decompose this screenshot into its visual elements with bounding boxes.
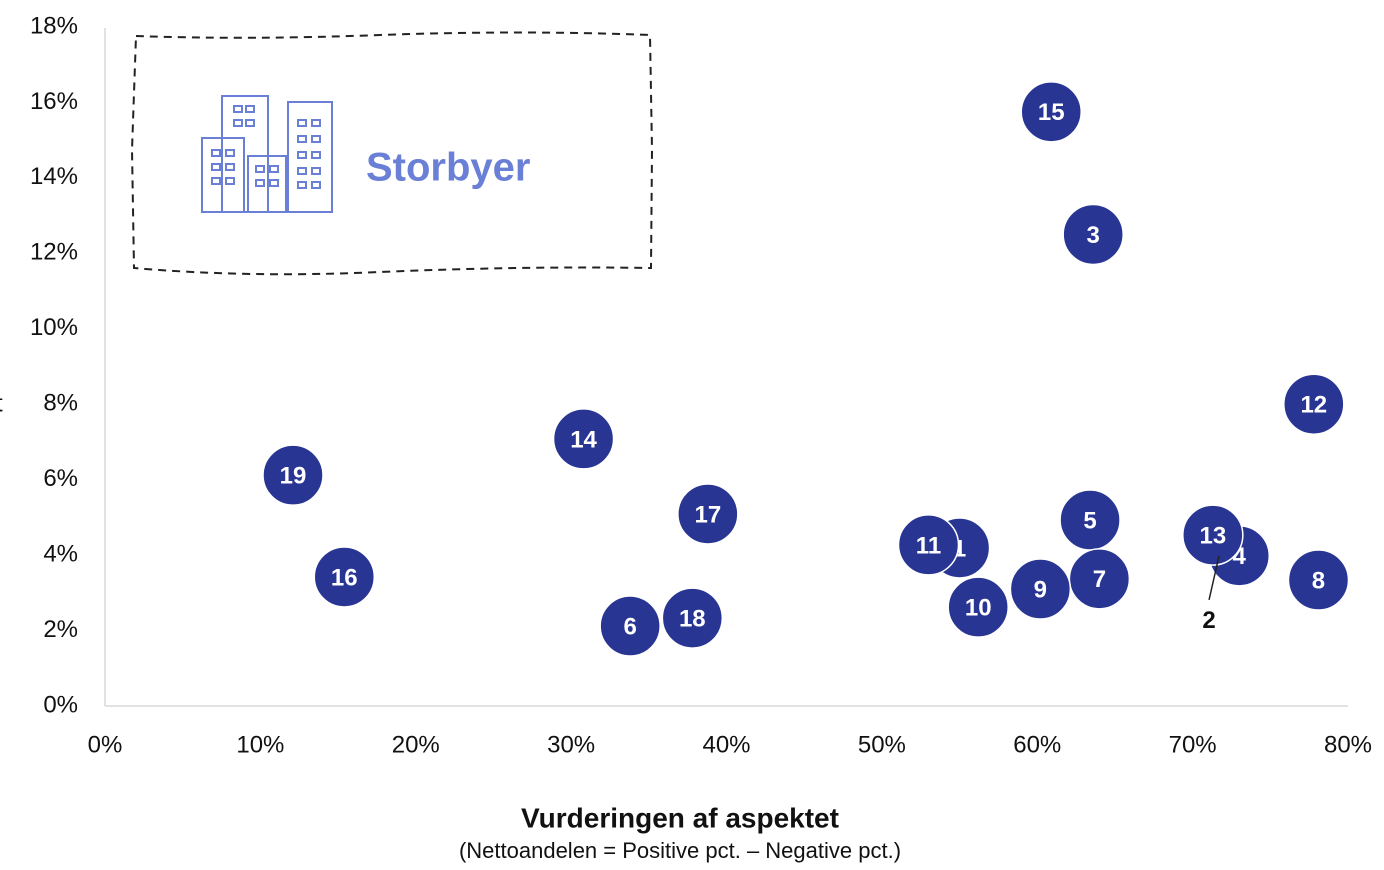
point [947,576,1009,638]
x-tick-label: 40% [702,731,750,758]
point-label: 13 [1199,522,1226,549]
point [552,408,615,470]
point-label: 6 [623,613,636,640]
annotation: Storbyer [366,146,531,190]
x-tick-label: 70% [1169,731,1217,758]
point [1283,373,1345,435]
point-label: 8 [1312,567,1325,594]
point-label: 16 [331,564,358,591]
point-label: 3 [1087,222,1100,249]
point-label: 9 [1034,576,1047,603]
point [1020,81,1082,143]
point [897,514,960,576]
x-axis-note: (Nettoandelen = Positive pct. – Negative… [459,838,901,863]
point [1287,549,1350,611]
point-label: 14 [570,426,597,453]
x-tick-label: 80% [1324,731,1372,758]
point-label: 10 [965,595,992,622]
y-tick-label: 12% [30,239,78,266]
point-label: 15 [1038,99,1065,126]
y-axis-label: t [0,390,3,417]
point-label: 12 [1300,392,1327,419]
point [1182,504,1244,566]
x-tick-label: 30% [547,731,595,758]
point-label: 18 [679,605,706,632]
point [262,444,324,506]
point [661,587,724,649]
y-tick-label: 2% [43,616,78,643]
x-tick-label: 20% [392,731,440,758]
point-label: 17 [695,501,722,528]
point-label: 11 [916,532,941,559]
x-tick-label: 60% [1013,731,1061,758]
x-tick-label: 0% [88,731,123,758]
point-label: 7 [1093,566,1106,593]
point [313,546,376,608]
point [599,595,661,657]
y-tick-label: 18% [30,12,78,39]
x-tick-label: 50% [858,731,906,758]
point [1009,558,1072,620]
callout-label: 2 [1202,607,1215,634]
x-tick-label: 10% [236,731,284,758]
point [677,483,739,545]
x-axis-label: Vurderingen af aspektet [521,802,839,833]
annotation-box [130,31,654,276]
callout-line [1208,555,1220,601]
y-tick-label: 10% [30,314,78,341]
point [1062,203,1124,266]
point-label: 5 [1083,507,1096,534]
y-tick-label: 6% [43,465,78,492]
point-label: 19 [280,462,307,489]
building-icon [201,95,333,213]
point [1068,548,1131,610]
y-tick-label: 8% [43,390,78,417]
y-tick-label: 0% [43,691,78,718]
y-tick-label: 16% [30,88,78,115]
y-tick-label: 4% [43,540,78,567]
y-tick-label: 14% [30,163,78,190]
